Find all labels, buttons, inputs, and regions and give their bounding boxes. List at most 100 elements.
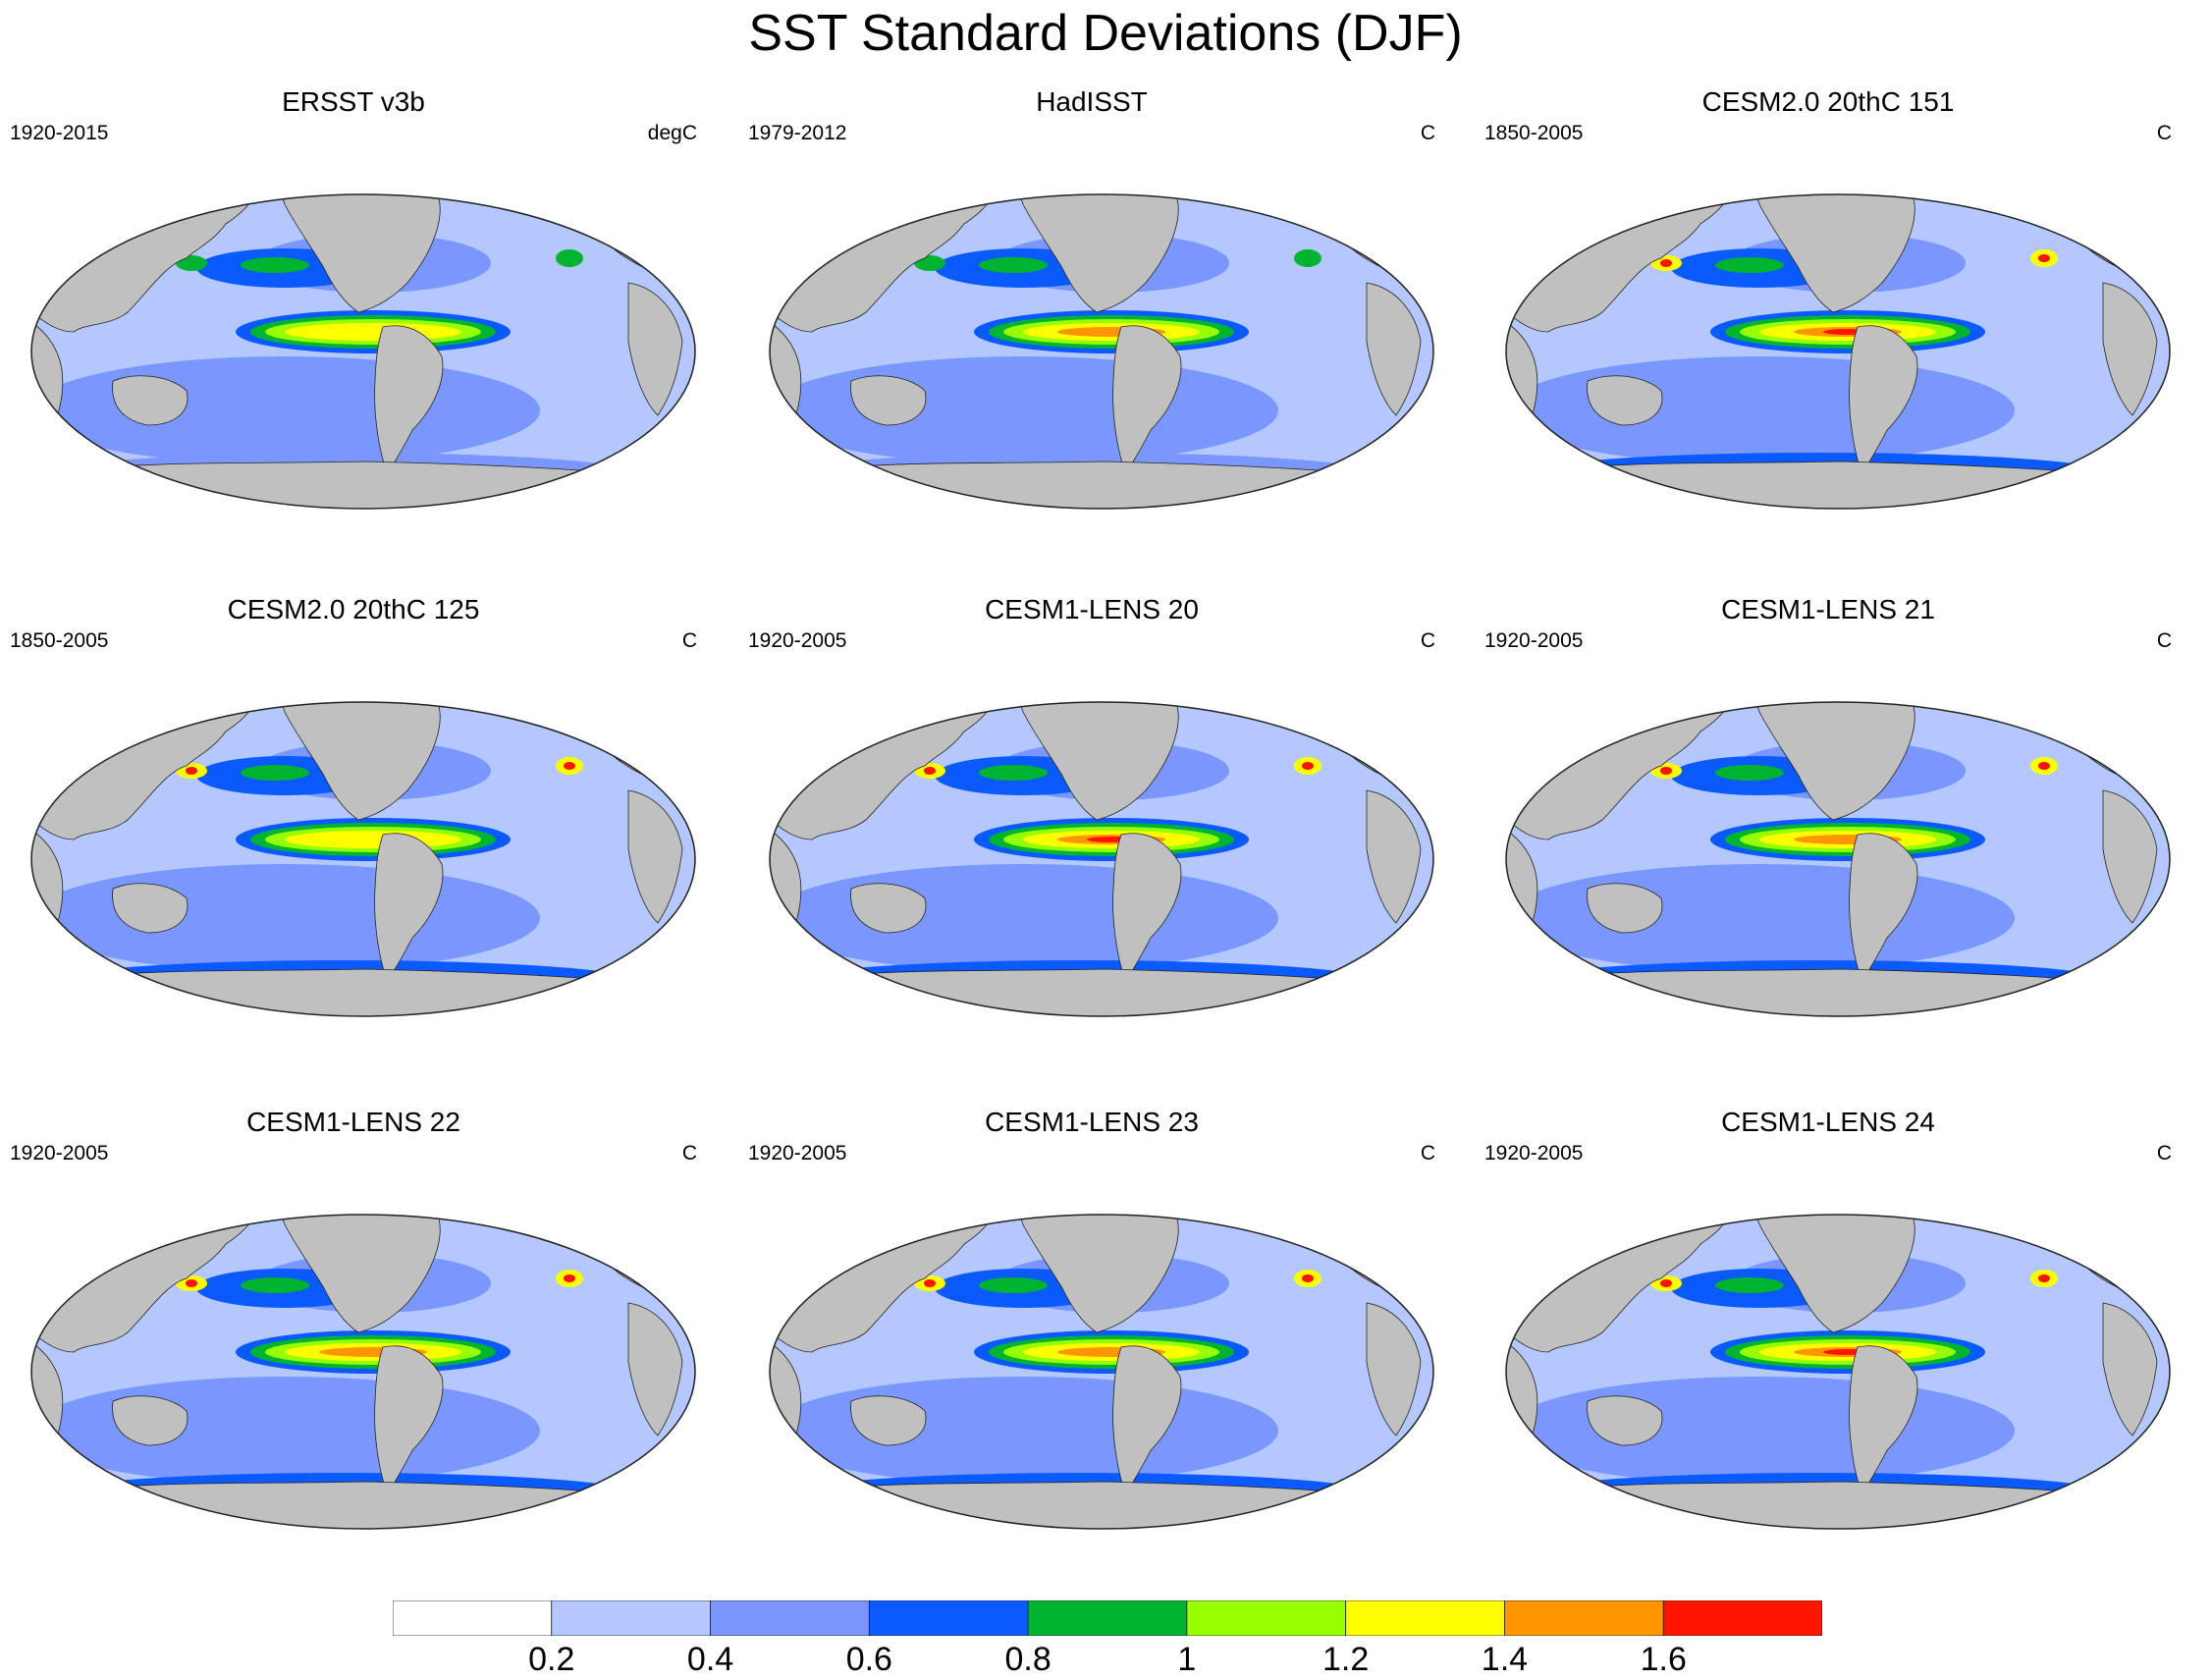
- land-mass: [1587, 375, 1663, 426]
- panel-title: CESM1-LENS 21: [1721, 594, 1935, 624]
- map-panel: CESM1-LENS 24 1920-2005 C: [1475, 1107, 2182, 1568]
- colorbar-swatch: [710, 1600, 870, 1636]
- land-mass: [2102, 789, 2158, 924]
- sst-band: [31, 1377, 540, 1485]
- colorbar-label: 1.4: [1481, 1641, 1529, 1678]
- colorbar-label: 0.2: [528, 1641, 575, 1678]
- land-mass: [1506, 1481, 2170, 1529]
- land-mass: [1506, 968, 2170, 1016]
- kuroshio-core: [186, 1279, 197, 1287]
- land-mass: [1749, 1215, 1915, 1333]
- panel-title: HadISST: [1036, 86, 1148, 117]
- panel-units: C: [2156, 122, 2172, 144]
- map-panel: CESM1-LENS 22 1920-2005 C: [0, 1107, 707, 1568]
- land-mass: [1366, 789, 1422, 924]
- map-panel: CESM1-LENS 20 1920-2005 C: [738, 594, 1445, 1056]
- land-mass: [2102, 1302, 2158, 1436]
- panel-period: 1850-2005: [10, 629, 109, 652]
- sst-band: [31, 864, 540, 972]
- gulf-stream-spot: [1294, 249, 1321, 267]
- land-mass: [1849, 833, 1918, 983]
- land-mass: [627, 789, 683, 924]
- colorbar-label: 0.8: [1004, 1641, 1052, 1678]
- map-panel: CESM1-LENS 21 1920-2005 C: [1475, 594, 2182, 1056]
- north-pacific-core: [979, 1277, 1048, 1293]
- panel-units: C: [2156, 1142, 2172, 1165]
- kuroshio-core: [1660, 767, 1672, 775]
- colorbar-swatch: [1186, 1600, 1347, 1636]
- pacific-centered-robinson-sst-map: [30, 701, 696, 1017]
- panel-title: CESM1-LENS 23: [985, 1107, 1199, 1137]
- land-mass: [627, 282, 683, 416]
- panel-period: 1850-2005: [1484, 122, 1584, 144]
- land-mass: [850, 883, 927, 934]
- north-pacific-core: [979, 765, 1048, 781]
- land-mass: [2102, 282, 2158, 416]
- north-pacific-core: [241, 257, 309, 273]
- kuroshio-core: [924, 1279, 936, 1287]
- land-mass: [374, 325, 444, 475]
- land-mass: [112, 883, 189, 934]
- land-mass: [31, 968, 695, 1016]
- land-mass: [770, 968, 1433, 1016]
- kuroshio-core: [1660, 259, 1672, 267]
- panel-units: C: [1420, 629, 1435, 652]
- land-mass: [1012, 702, 1179, 821]
- land-mass: [274, 1215, 441, 1333]
- gulf-stream-core: [564, 1274, 575, 1282]
- panel-title: CESM1-LENS 20: [985, 594, 1199, 624]
- land-mass: [374, 1345, 444, 1495]
- north-pacific-core: [979, 257, 1048, 273]
- sst-band: [770, 864, 1278, 972]
- pacific-centered-robinson-sst-map: [769, 701, 1434, 1017]
- land-mass: [770, 461, 1433, 509]
- land-mass: [1506, 461, 2170, 509]
- colorbar-swatch: [1027, 1600, 1188, 1636]
- map-panel: CESM1-LENS 23 1920-2005 C: [738, 1107, 1445, 1568]
- panel-title: CESM2.0 20thC 151: [1701, 86, 1955, 117]
- land-mass: [112, 375, 189, 426]
- map-outline: [769, 1214, 1434, 1530]
- sst-band: [1506, 1377, 2015, 1485]
- sst-band: [1506, 356, 2015, 464]
- map-outline: [30, 193, 696, 510]
- colorbar-label: 0.4: [686, 1641, 734, 1678]
- panel-units: C: [2156, 629, 2172, 652]
- colorbar-label: 1: [1177, 1641, 1197, 1678]
- colorbar-label: 1.2: [1322, 1641, 1370, 1678]
- panel-period: 1920-2005: [748, 1142, 847, 1165]
- land-mass: [1366, 1302, 1422, 1436]
- north-pacific-core: [241, 765, 309, 781]
- land-mass: [31, 461, 695, 509]
- gulf-stream-core: [2038, 254, 2050, 262]
- land-mass: [850, 375, 927, 426]
- panel-units: C: [1420, 1142, 1435, 1165]
- land-mass: [31, 1481, 695, 1529]
- figure-title: SST Standard Deviations (DJF): [748, 5, 1463, 62]
- map-panel: ERSST v3b 1920-2015 degC: [0, 86, 707, 548]
- panel-units: C: [1420, 122, 1435, 144]
- land-mass: [1366, 282, 1422, 416]
- gulf-stream-core: [564, 762, 575, 770]
- gulf-stream-spot: [556, 249, 583, 267]
- panel-title: CESM2.0 20thC 125: [227, 594, 480, 624]
- pacific-centered-robinson-sst-map: [30, 193, 696, 510]
- gulf-stream-core: [2038, 762, 2050, 770]
- colorbar-swatch: [868, 1600, 1029, 1636]
- land-mass: [1849, 325, 1918, 475]
- panel-title: CESM1-LENS 22: [246, 1107, 460, 1137]
- kuroshio-core: [1660, 1279, 1672, 1287]
- land-mass: [627, 1302, 683, 1436]
- panel-period: 1920-2005: [748, 629, 847, 652]
- pacific-centered-robinson-sst-map: [1505, 193, 2171, 510]
- colorbar-label: 0.6: [845, 1641, 892, 1678]
- land-mass: [1112, 833, 1182, 983]
- nino-contour: [285, 831, 461, 848]
- sst-band: [1506, 864, 2015, 972]
- pacific-centered-robinson-sst-map: [769, 1214, 1434, 1530]
- gulf-stream-core: [1302, 762, 1314, 770]
- land-mass: [274, 702, 441, 821]
- panel-period: 1920-2005: [10, 1142, 109, 1165]
- land-mass: [1749, 194, 1915, 313]
- panel-period: 1979-2012: [748, 122, 847, 144]
